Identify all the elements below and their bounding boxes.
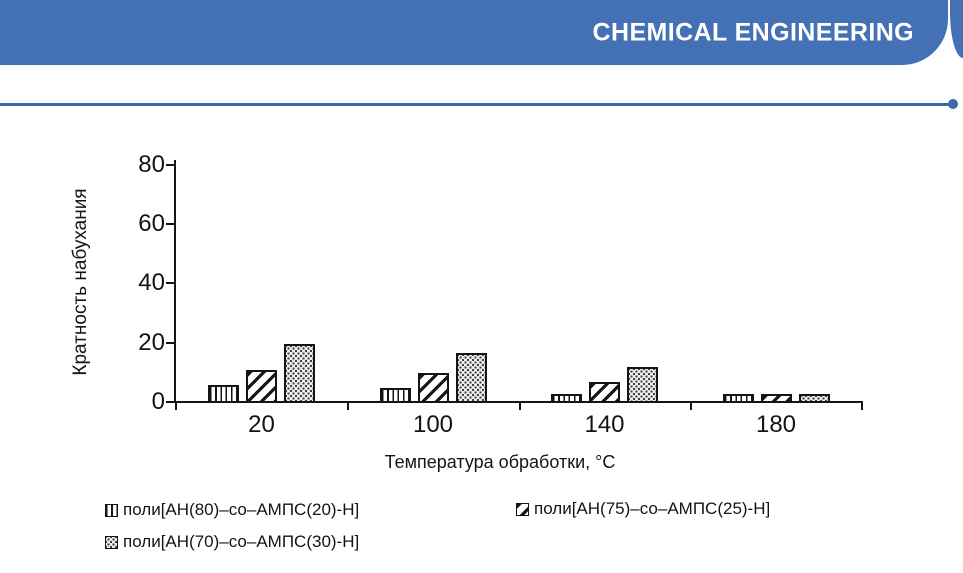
legend-label: поли[АН(75)–со–АМПС(25)-Н] xyxy=(534,499,771,518)
x-tick-mark xyxy=(519,403,521,410)
x-category-label: 20 xyxy=(248,411,275,438)
section-divider-line xyxy=(0,103,949,106)
x-category-label: 140 xyxy=(584,411,625,438)
legend-item: поли[АН(75)–со–АМПС(25)-Н] xyxy=(516,499,770,519)
x-tick-mark xyxy=(690,403,692,410)
y-tick-mark xyxy=(166,342,174,344)
bar xyxy=(379,388,411,403)
x-tick-mark xyxy=(175,403,177,410)
y-axis-line xyxy=(174,160,176,403)
y-tick-mark xyxy=(166,223,174,225)
legend-label: поли[АН(70)–со–АМПС(30)-Н] xyxy=(123,532,360,551)
legend-marker-vertical-lines-icon xyxy=(105,503,118,517)
bar xyxy=(589,382,620,403)
y-tick-label: 40 xyxy=(138,269,165,296)
bar xyxy=(417,373,449,403)
y-tick-label: 60 xyxy=(138,210,165,237)
legend-item: поли[АН(70)–со–АМПС(30)-Н] xyxy=(105,532,359,552)
banner-corner-shape xyxy=(950,0,963,58)
legend-marker-diagonal-stripes-icon xyxy=(516,502,529,516)
y-tick-label: 20 xyxy=(138,329,165,356)
legend-item: поли[АН(80)–со–АМПС(20)-Н] xyxy=(105,500,359,520)
y-tick-mark xyxy=(166,282,174,284)
y-tick-mark xyxy=(166,401,174,403)
legend-label: поли[АН(80)–со–АМПС(20)-Н] xyxy=(123,500,360,519)
x-tick-mark xyxy=(861,403,863,410)
bar xyxy=(627,367,658,403)
divider-end-dot-icon xyxy=(948,99,958,109)
header-title: CHEMICAL ENGINEERING xyxy=(592,18,914,46)
bar xyxy=(246,370,277,403)
y-tick-label: 80 xyxy=(138,151,165,178)
legend-marker-dotted-grid-icon xyxy=(105,535,118,549)
y-tick-label: 0 xyxy=(151,388,165,415)
bar xyxy=(455,353,487,403)
y-axis-title: Кратность набухания xyxy=(70,188,91,376)
bar xyxy=(284,344,315,403)
x-axis-title: Температура обработки, °С xyxy=(384,452,616,472)
x-axis-line xyxy=(174,401,863,403)
x-category-label: 100 xyxy=(412,411,454,438)
x-category-label: 180 xyxy=(755,411,797,438)
y-tick-mark xyxy=(166,164,174,166)
header-banner: CHEMICAL ENGINEERING xyxy=(0,0,948,65)
x-tick-mark xyxy=(347,403,349,410)
